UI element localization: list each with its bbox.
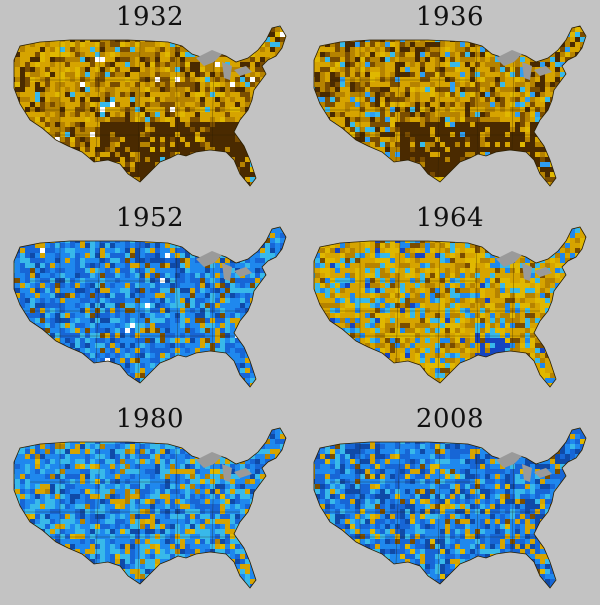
state-borders (320, 240, 540, 380)
great-lake (196, 251, 222, 267)
us-county-map (13, 427, 287, 589)
state-borders (320, 39, 540, 179)
us-county-map (313, 226, 587, 388)
year-label: 1952 (115, 203, 185, 233)
state-outline (313, 226, 587, 388)
county-cells (14, 227, 286, 387)
map-panel-1936: 1936 (300, 0, 600, 201)
county-cells (314, 428, 586, 588)
county-cells (14, 26, 286, 186)
great-lake (522, 62, 532, 80)
map-panel-1932: 1932 (0, 0, 300, 201)
great-lake (222, 263, 232, 281)
great-lake (496, 452, 522, 468)
map-panel-1952: 1952 (0, 201, 300, 402)
map-panel-2008: 2008 (300, 402, 600, 603)
great-lake (222, 62, 232, 80)
great-lake (196, 452, 222, 468)
great-lake (496, 251, 522, 267)
state-borders (20, 441, 240, 581)
county-cells (14, 428, 286, 588)
year-label: 1964 (415, 203, 485, 233)
great-lake (196, 50, 222, 66)
state-outline (13, 226, 287, 388)
map-panel-1964: 1964 (300, 201, 600, 402)
state-borders (20, 39, 240, 179)
year-label: 1936 (415, 2, 485, 32)
state-outline (313, 25, 587, 187)
great-lake (222, 464, 232, 482)
great-lake (234, 267, 252, 277)
us-county-map (13, 226, 287, 388)
great-lake (534, 468, 552, 478)
great-lake (234, 66, 252, 76)
great-lake (522, 464, 532, 482)
state-outline (13, 427, 287, 589)
great-lake (534, 267, 552, 277)
year-label: 1980 (115, 404, 185, 434)
us-county-map (13, 25, 287, 187)
state-outline (13, 25, 287, 187)
great-lake (534, 66, 552, 76)
state-borders (20, 240, 240, 380)
county-cells (314, 227, 586, 387)
year-label: 2008 (415, 404, 485, 434)
state-borders (320, 441, 540, 581)
great-lake (496, 50, 522, 66)
us-county-map (313, 427, 587, 589)
us-county-map (313, 25, 587, 187)
great-lake (234, 468, 252, 478)
state-outline (313, 427, 587, 589)
map-panel-1980: 1980 (0, 402, 300, 603)
year-label: 1932 (115, 2, 185, 32)
great-lake (522, 263, 532, 281)
county-cells (314, 26, 586, 186)
